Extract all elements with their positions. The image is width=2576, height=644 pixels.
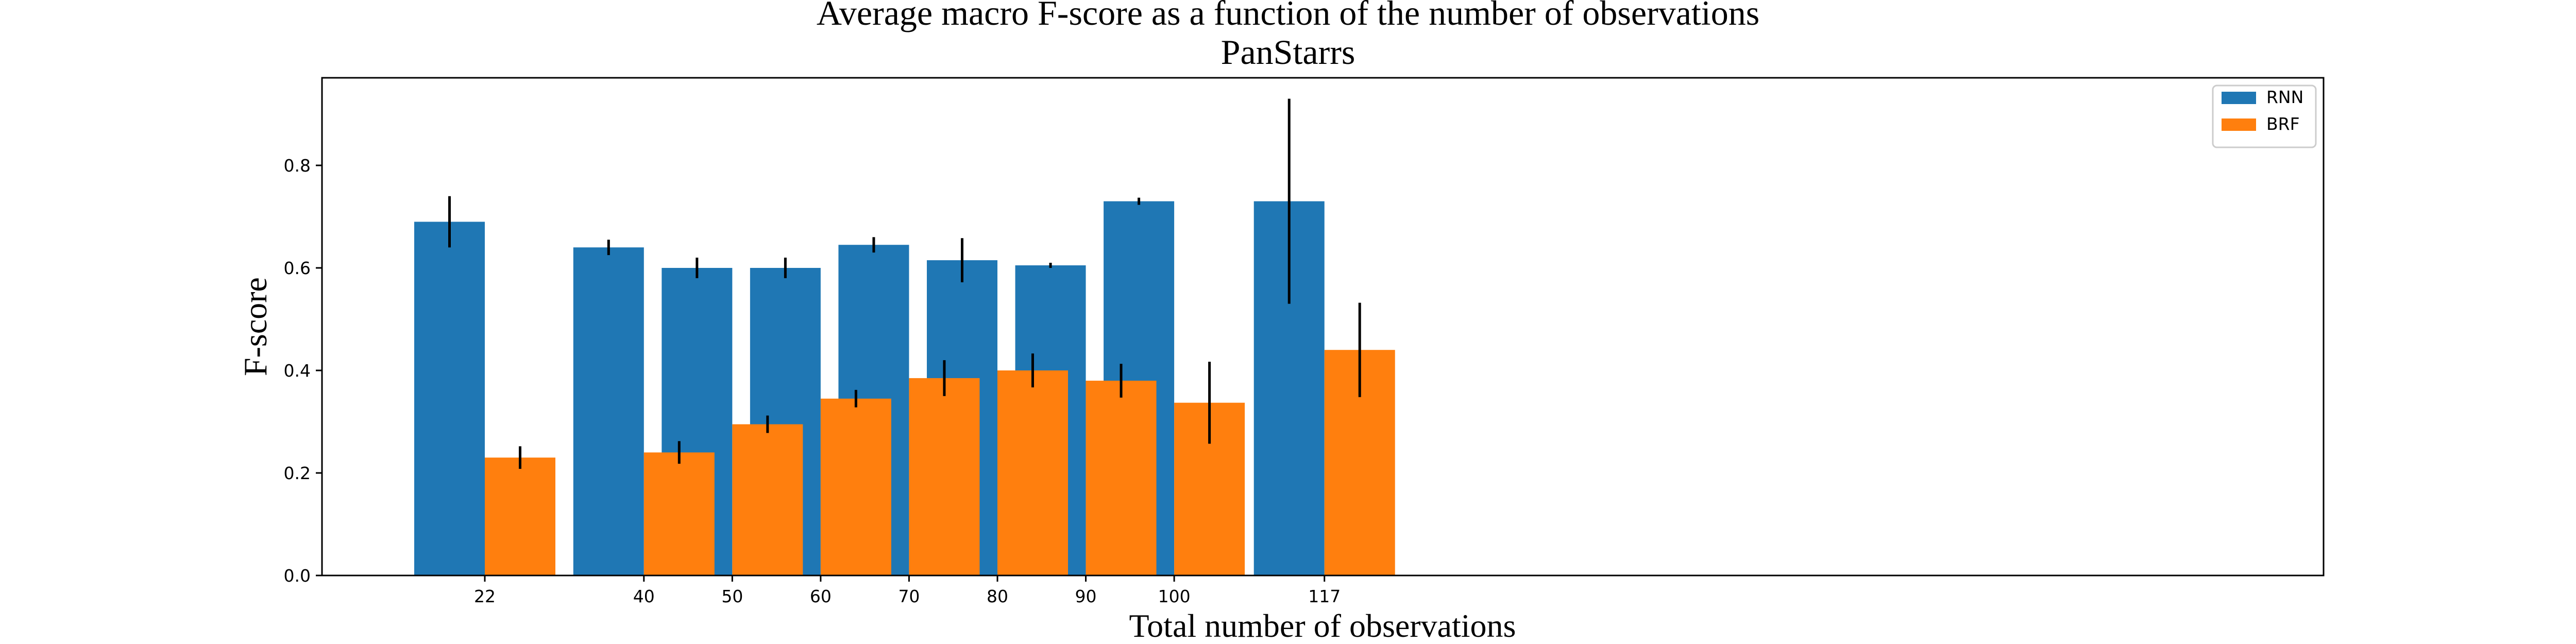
legend-label-brf: BRF — [2266, 114, 2300, 134]
x-tick-label-50: 50 — [721, 586, 743, 606]
y-tick-label-0.0: 0.0 — [284, 566, 311, 586]
bar-brf-60 — [820, 398, 891, 575]
bar-rnn-40 — [573, 247, 644, 575]
x-tick-label-22: 22 — [474, 586, 496, 606]
legend-label-rnn: RNN — [2266, 87, 2303, 107]
x-tick-label-40: 40 — [633, 586, 655, 606]
y-tick-label-0.2: 0.2 — [284, 463, 311, 483]
x-tick-label-80: 80 — [987, 586, 1008, 606]
plot-frame — [321, 77, 2325, 577]
y-tick-label-0.8: 0.8 — [284, 156, 311, 176]
x-tick-label-100: 100 — [1158, 586, 1191, 606]
x-tick-label-60: 60 — [810, 586, 832, 606]
legend-swatch-brf — [2222, 118, 2256, 131]
chart-title: Average macro F-score as a function of t… — [817, 0, 1759, 32]
x-axis-label: Total number of observations — [1129, 607, 1516, 644]
chart-subtitle: PanStarrs — [1221, 32, 1355, 72]
legend: RNN BRF — [2212, 84, 2317, 148]
bar-brf-70 — [909, 378, 980, 575]
ticks-layer: 22 40 50 60 70 80 90 100 117 0.0 0.2 0.4 0.6 0.8 — [284, 156, 1341, 606]
y-tick-label-0.6: 0.6 — [284, 258, 311, 278]
bar-brf-40 — [643, 452, 715, 575]
bar-brf-80 — [997, 370, 1068, 575]
x-tick-label-70: 70 — [898, 586, 920, 606]
bar-rnn-22 — [414, 222, 485, 575]
bar-brf-90 — [1086, 380, 1157, 575]
y-tick-label-0.4: 0.4 — [284, 361, 311, 381]
legend-swatch-rnn — [2222, 92, 2256, 104]
bar-brf-50 — [732, 424, 803, 575]
x-tick-label-117: 117 — [1308, 586, 1341, 606]
x-tick-label-90: 90 — [1075, 586, 1097, 606]
y-axis-label: F-score — [237, 277, 274, 376]
bars-layer — [414, 98, 1395, 576]
bar-brf-22 — [485, 457, 555, 575]
